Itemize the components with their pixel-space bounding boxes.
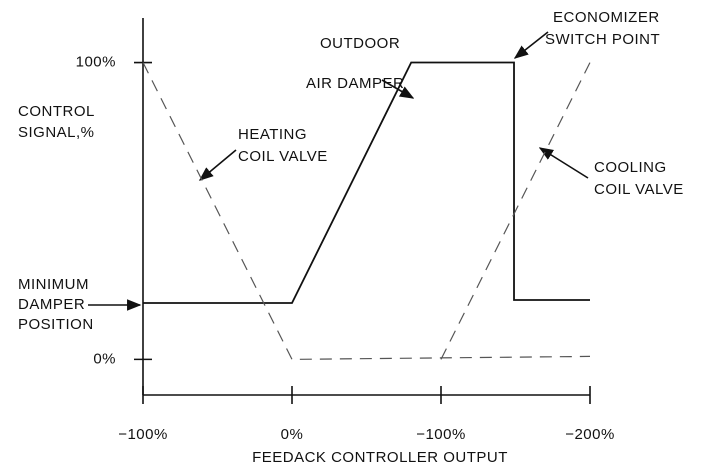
annotation: AIR DAMPER: [306, 75, 404, 92]
annotation: ECONOMIZER: [553, 9, 660, 26]
y-axis-label: CONTROL: [18, 103, 95, 120]
annotation: COIL VALVE: [238, 148, 328, 165]
y-tick-label: 0%: [93, 350, 116, 367]
series-line: [143, 61, 590, 304]
x-axis-label: FEEDACK CONTROLLER OUTPUT: [252, 449, 508, 466]
annotation: COIL VALVE: [594, 181, 684, 198]
annotation: POSITION: [18, 316, 94, 333]
arrows: [88, 31, 589, 311]
annotation: SWITCH POINT: [545, 31, 660, 48]
series-line: [440, 62, 591, 360]
x-tick-label: −100%: [416, 426, 466, 443]
x-tick-label: 0%: [281, 426, 304, 443]
y-tick-label: 100%: [76, 53, 116, 70]
annotation: HEATING: [238, 126, 307, 143]
x-tick-label: −200%: [565, 426, 615, 443]
series-line: [142, 62, 591, 360]
x-tick-label: −100%: [118, 426, 168, 443]
y-axis-label: SIGNAL,%: [18, 124, 95, 141]
annotation: COOLING: [594, 159, 667, 176]
annotation: OUTDOOR: [320, 35, 400, 52]
annotation: DAMPER: [18, 296, 85, 313]
annotation: MINIMUM: [18, 276, 89, 293]
